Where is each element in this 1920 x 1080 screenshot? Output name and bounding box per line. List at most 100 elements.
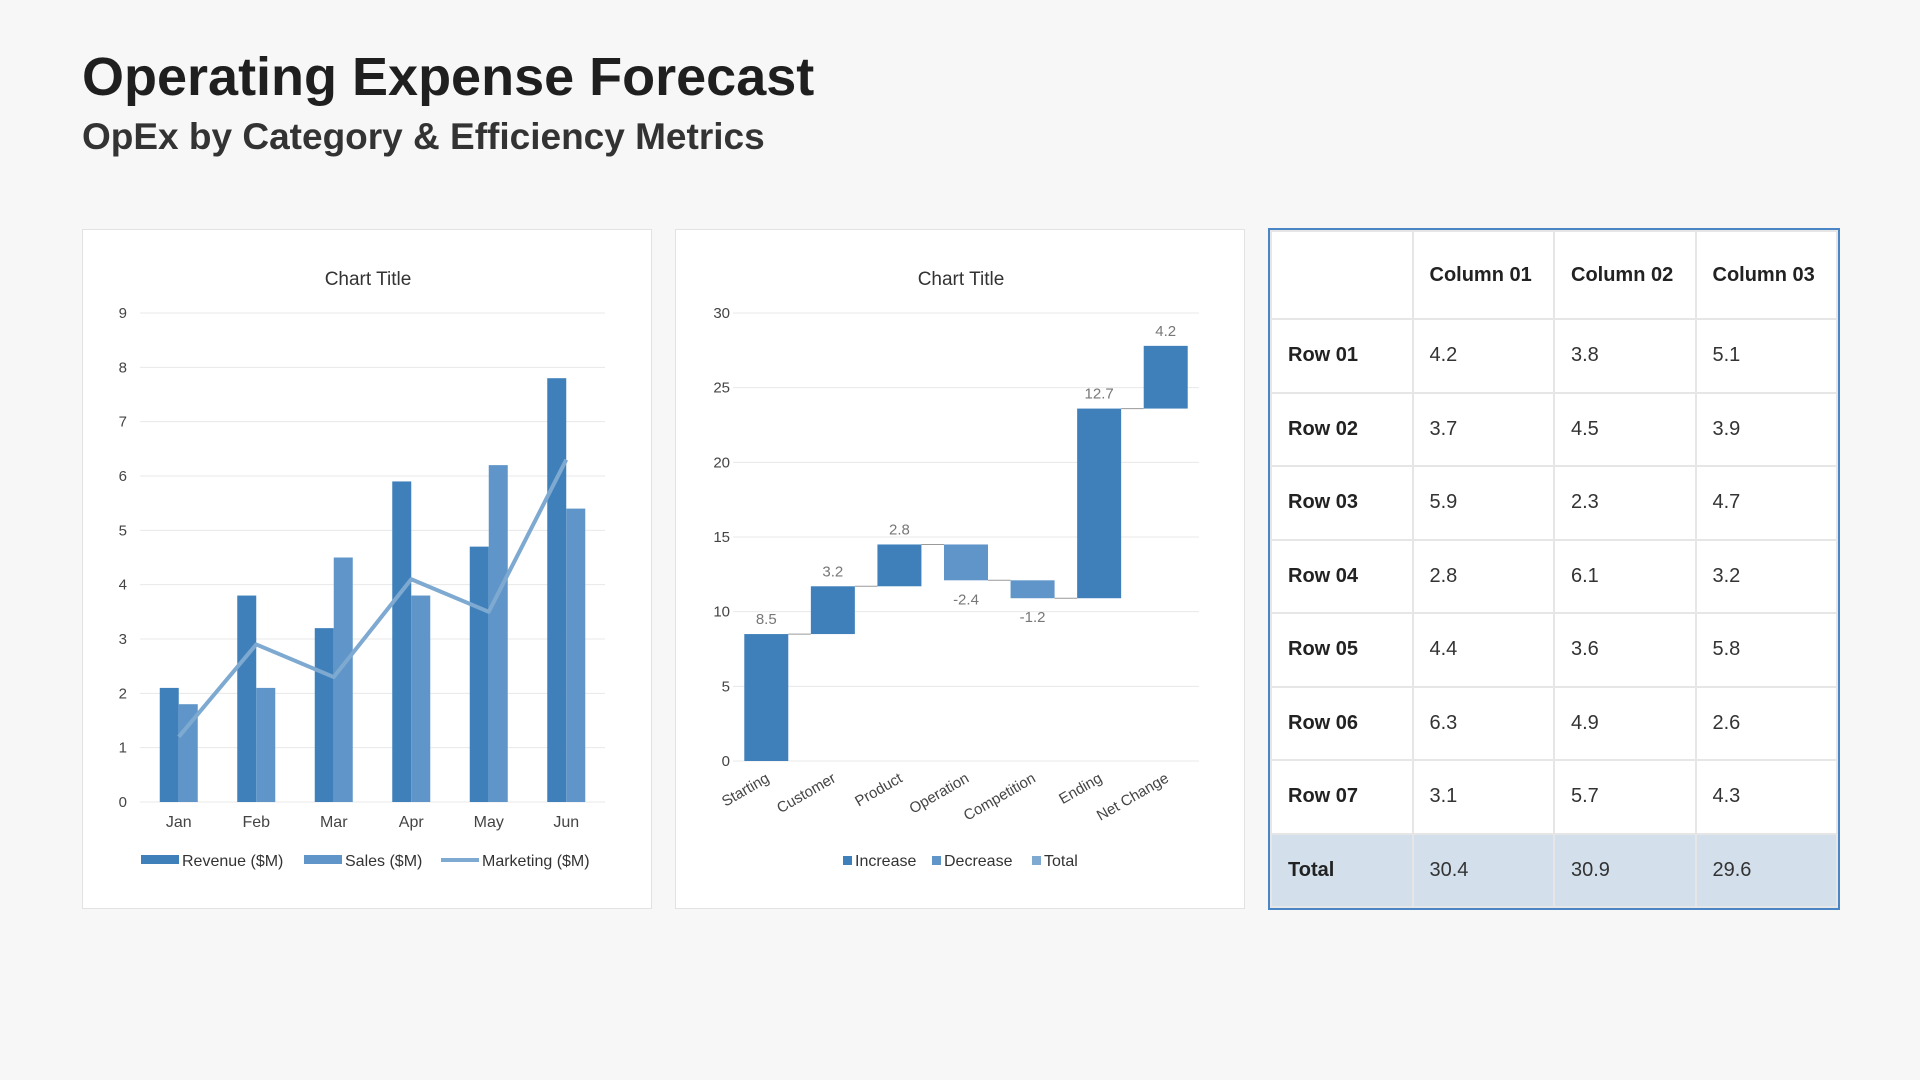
legend-swatch <box>304 855 342 864</box>
table-cell: 3.8 <box>1553 318 1697 394</box>
page-title: Operating Expense Forecast <box>82 47 815 107</box>
bar-revenue <box>314 628 334 802</box>
legend-swatch <box>1032 856 1041 865</box>
y-tick-label: 30 <box>713 305 730 322</box>
table-cell: 3.6 <box>1553 612 1697 688</box>
table-row: Row 05 4.4 3.6 5.8 <box>1270 612 1838 688</box>
table-header-row: Column 01 Column 02 Column 03 <box>1270 230 1838 320</box>
data-label: 12.7 <box>1085 386 1114 403</box>
y-tick-label: 25 <box>713 380 730 397</box>
row-label: Row 02 <box>1270 391 1414 467</box>
x-tick-label: Starting <box>719 770 772 811</box>
legend-label: Marketing ($M) <box>482 853 590 870</box>
bar-sales <box>256 687 276 802</box>
y-tick-label: 15 <box>713 529 730 546</box>
page-subtitle: OpEx by Category & Efficiency Metrics <box>82 116 765 157</box>
row-label: Row 04 <box>1270 538 1414 614</box>
waterfall-bar <box>1010 580 1055 599</box>
table-cell: 2.6 <box>1694 685 1838 761</box>
y-tick-label: 10 <box>713 604 730 621</box>
data-label: -2.4 <box>953 591 979 608</box>
waterfall-bar <box>944 544 988 581</box>
bar-revenue <box>159 687 179 802</box>
x-tick-label: Apr <box>399 814 425 831</box>
x-tick-label: Product <box>852 769 906 810</box>
table-cell: 5.8 <box>1694 612 1838 688</box>
line-marketing <box>177 458 569 739</box>
bar-sales <box>333 557 353 802</box>
table-total-row: Total 30.4 30.9 29.6 <box>1270 832 1838 908</box>
table-cell: 2.8 <box>1411 538 1555 614</box>
total-label: Total <box>1270 832 1414 908</box>
waterfall-bar <box>1077 408 1122 599</box>
row-label: Row 07 <box>1270 759 1414 835</box>
bar-sales <box>488 465 508 802</box>
legend-swatch <box>932 856 941 865</box>
bar-revenue <box>469 546 489 802</box>
table-cell: 4.9 <box>1553 685 1697 761</box>
data-table-container: Column 01 Column 02 Column 03 Row 01 4.2… <box>1268 228 1840 910</box>
data-label: 2.8 <box>889 521 910 538</box>
legend-label: Revenue ($M) <box>182 853 283 870</box>
y-tick-label: 5 <box>722 678 730 695</box>
y-tick-label: 3 <box>119 631 127 648</box>
row-label: Row 01 <box>1270 318 1414 394</box>
y-tick-label: 1 <box>119 740 127 757</box>
table-cell: 3.1 <box>1411 759 1555 835</box>
x-tick-label: Jan <box>166 814 192 831</box>
bar-sales <box>566 508 586 802</box>
x-tick-label: Ending <box>1056 770 1105 808</box>
bar-sales <box>411 595 431 802</box>
table-corner-cell <box>1270 230 1414 320</box>
total-cell: 29.6 <box>1694 832 1838 908</box>
y-tick-label: 4 <box>119 577 127 594</box>
table-cell: 4.4 <box>1411 612 1555 688</box>
table-row: Row 06 6.3 4.9 2.6 <box>1270 685 1838 761</box>
x-tick-label: Mar <box>320 814 348 831</box>
table-cell: 5.7 <box>1553 759 1697 835</box>
table-row: Row 07 3.1 5.7 4.3 <box>1270 759 1838 835</box>
table-cell: 3.2 <box>1694 538 1838 614</box>
row-label: Row 06 <box>1270 685 1414 761</box>
waterfall-chart-panel: Chart Title 0 5 10 15 20 25 30 8.5 Starting 3.2 Cus… <box>675 229 1245 909</box>
y-tick-label: 20 <box>713 454 730 471</box>
x-tick-label: May <box>474 814 504 831</box>
column-header: Column 02 <box>1553 230 1697 320</box>
chart-title: Chart Title <box>918 269 1005 290</box>
combo-chart: Chart Title 0 1 2 3 4 5 6 7 8 9 Jan Feb Mar Apr May Jun R… <box>119 269 605 870</box>
x-tick-label: Net Change <box>1094 770 1172 825</box>
table-row: Row 01 4.2 3.8 5.1 <box>1270 318 1838 394</box>
y-tick-label: 6 <box>119 468 127 485</box>
row-label: Row 05 <box>1270 612 1414 688</box>
y-tick-label: 0 <box>722 753 730 770</box>
waterfall-bar <box>877 544 922 587</box>
data-table: Column 01 Column 02 Column 03 Row 01 4.2… <box>1270 230 1838 908</box>
table-cell: 5.1 <box>1694 318 1838 394</box>
y-tick-label: 0 <box>119 794 127 811</box>
table-cell: 4.7 <box>1694 465 1838 541</box>
y-tick-label: 8 <box>119 359 127 376</box>
legend-swatch <box>141 855 179 864</box>
row-label: Row 03 <box>1270 465 1414 541</box>
total-cell: 30.9 <box>1553 832 1697 908</box>
legend-label: Total <box>1044 853 1078 870</box>
column-header: Column 01 <box>1411 230 1555 320</box>
bar-revenue <box>392 481 412 802</box>
data-label: 8.5 <box>756 611 777 628</box>
legend-label: Sales ($M) <box>345 853 422 870</box>
y-tick-label: 7 <box>119 414 127 431</box>
x-tick-label: Jun <box>553 814 579 831</box>
table-cell: 6.3 <box>1411 685 1555 761</box>
data-label: 4.2 <box>1155 323 1176 340</box>
waterfall-bar <box>744 634 789 761</box>
x-tick-label: Competition <box>961 770 1039 825</box>
y-tick-label: 2 <box>119 685 127 702</box>
legend-swatch <box>843 856 852 865</box>
waterfall-chart: Chart Title 0 5 10 15 20 25 30 8.5 Starting 3.2 Cus… <box>713 269 1199 870</box>
data-label: -1.2 <box>1020 609 1046 626</box>
bar-revenue <box>237 595 257 802</box>
y-tick-label: 9 <box>119 305 127 322</box>
total-cell: 30.4 <box>1411 832 1555 908</box>
column-header: Column 03 <box>1694 230 1838 320</box>
table-cell: 3.9 <box>1694 391 1838 467</box>
